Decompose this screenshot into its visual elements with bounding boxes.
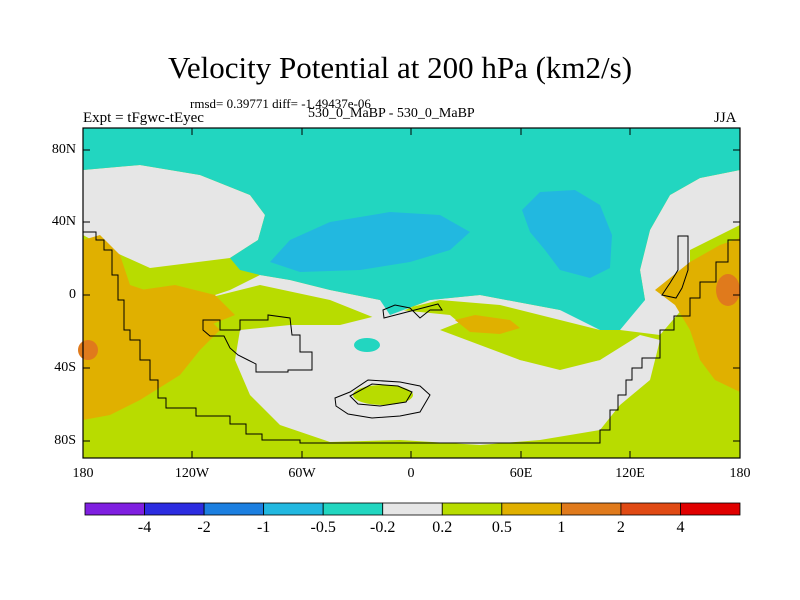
colorbar-swatch [263,502,324,516]
contour-positive-region [140,285,235,325]
coastline-antarctic-inner [349,383,413,407]
colorbar-swatch [144,502,205,516]
map-title: Velocity Potential at 200 hPa (km2/s) [167,50,633,85]
contour-negative-strong-region [270,212,470,272]
contour-neutral-region [235,310,660,445]
contour-neutral-region [200,170,740,335]
lat-label-80n: 80N [51,142,76,157]
lat-ticks [83,149,740,442]
colorbar-swatch [203,502,265,516]
colorbar-label: -2 [197,519,211,536]
contour-positive-region [655,238,740,392]
colorbar-swatch [501,502,562,516]
colorbar-label: 2 [616,519,625,536]
colorbar-label: -1 [256,519,271,536]
lon-label-180w: 180 [72,466,94,481]
contour-negative-strong-region [522,190,612,278]
lon-label-120w: 120W [174,466,210,481]
lon-label-0: 0 [407,466,415,481]
contour-map [78,128,740,458]
colorbar-label: -4 [137,519,152,536]
colorbar-label: 4 [676,519,685,536]
lon-label-60w: 60W [288,466,316,481]
contour-positive-region [455,315,520,334]
season-label: JJA [714,110,737,126]
lat-label-0: 0 [69,287,76,302]
run-comparison-label: 530_0_MaBP - 530_0_MaBP [308,106,475,121]
coastline-america [202,314,313,373]
coastline-antarctic-ring [334,379,431,419]
lat-label-40n: 40N [51,214,76,229]
rmsd-diff-stats: rmsd= 0.39771 diff= -1.49437e-06 [190,96,371,111]
colorbar-swatch [322,502,384,516]
contour-neutral-region [83,165,265,268]
lon-label-120e: 120E [615,466,645,481]
coastline-west [83,231,740,444]
colorbar-swatch [680,502,741,516]
colorbar-label: -0.2 [370,519,396,536]
colorbar-label: 1 [557,519,566,536]
lon-label-180e: 180 [729,466,751,481]
colorbar-swatch [382,502,443,516]
coastline-pacific-island [661,235,689,299]
colorbar-swatch [620,502,681,516]
lat-label-80s: 80S [54,433,76,448]
coastline-africa [382,303,443,319]
contour-positive-region [83,235,220,420]
colorbar-swatch [84,502,145,516]
coastline-outlines [83,231,740,444]
colorbar-label: -0.5 [310,519,336,536]
lon-label-60e: 60E [509,466,533,481]
colorbar-swatch [560,502,622,516]
colorbar-label: 0.2 [432,519,453,536]
lat-label-40s: 40S [54,360,76,375]
colorbar-swatch [441,502,503,516]
colorbar-label: 0.5 [491,519,512,536]
colorbar [84,502,741,516]
lon-ticks [82,128,741,458]
experiment-label: Expt = tFgwc-tEyec [83,110,204,126]
